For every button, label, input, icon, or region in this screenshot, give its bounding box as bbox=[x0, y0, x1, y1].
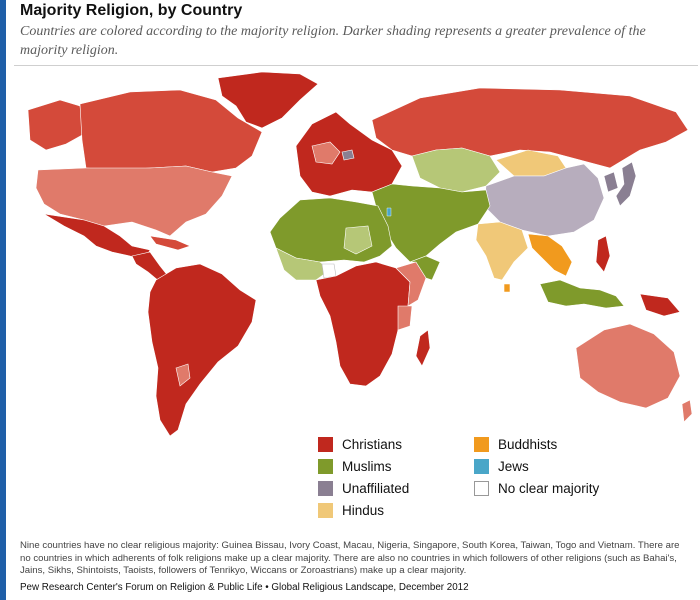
region-tanzania-light bbox=[397, 305, 413, 331]
region-papua bbox=[639, 293, 681, 317]
legend-label-jews: Jews bbox=[498, 458, 529, 474]
region-indonesia bbox=[539, 279, 625, 309]
region-central-asia bbox=[411, 147, 501, 193]
legend-swatch-no-clear-majority bbox=[474, 480, 489, 496]
legend-label-hindus: Hindus bbox=[342, 502, 385, 518]
legend-swatch-muslims bbox=[318, 458, 333, 474]
legend-swatch-jews bbox=[474, 458, 489, 474]
source-line: Pew Research Center's Forum on Religion … bbox=[20, 582, 469, 593]
region-alaska bbox=[27, 99, 85, 151]
map-title: Majority Religion, by Country bbox=[20, 2, 243, 19]
region-caribbean bbox=[149, 235, 191, 251]
map-legend: Christians Muslims Unaffiliated Hindus B… bbox=[318, 436, 648, 536]
region-central-africa bbox=[315, 261, 411, 387]
left-accent-bar bbox=[0, 0, 6, 600]
region-europe-light bbox=[311, 141, 341, 165]
legend-swatch-christians bbox=[318, 436, 333, 452]
region-new-zealand bbox=[681, 399, 693, 423]
region-japan bbox=[615, 161, 637, 207]
region-india bbox=[475, 221, 529, 281]
legend-label-muslims: Muslims bbox=[342, 458, 392, 474]
legend-item-muslims: Muslims bbox=[318, 458, 392, 474]
region-south-america-light bbox=[175, 363, 191, 387]
legend-label-unaffiliated: Unaffiliated bbox=[342, 480, 410, 496]
region-greenland bbox=[217, 71, 319, 129]
world-map bbox=[27, 71, 693, 437]
region-horn-africa bbox=[409, 255, 441, 281]
region-australia bbox=[575, 323, 681, 409]
region-madagascar bbox=[415, 329, 431, 367]
map-subtitle: Countries are colored according to the m… bbox=[20, 24, 646, 58]
region-southeast-asia bbox=[527, 233, 573, 277]
legend-item-hindus: Hindus bbox=[318, 502, 384, 518]
legend-label-buddhists: Buddhists bbox=[498, 436, 558, 452]
legend-swatch-unaffiliated bbox=[318, 480, 333, 496]
legend-item-buddhists: Buddhists bbox=[474, 436, 557, 452]
region-sudan-light bbox=[343, 225, 373, 255]
region-korea bbox=[603, 171, 619, 193]
legend-swatch-buddhists bbox=[474, 436, 489, 452]
legend-item-jews: Jews bbox=[474, 458, 529, 474]
region-west-africa bbox=[275, 247, 331, 281]
region-usa bbox=[35, 165, 233, 237]
legend-label-christians: Christians bbox=[342, 436, 403, 452]
map-frame bbox=[14, 65, 698, 536]
legend-swatch-hindus bbox=[318, 502, 333, 518]
footnote: Nine countries have no clear religious m… bbox=[20, 540, 680, 576]
region-nigeria bbox=[321, 263, 337, 279]
legend-item-unaffiliated: Unaffiliated bbox=[318, 480, 409, 496]
region-czech-unaffiliated bbox=[341, 149, 355, 161]
region-middle-east bbox=[371, 183, 491, 263]
region-north-africa bbox=[269, 197, 393, 263]
legend-item-christians: Christians bbox=[318, 436, 402, 452]
region-sri-lanka bbox=[503, 283, 511, 293]
legend-item-no-clear-majority: No clear majority bbox=[474, 480, 599, 496]
region-philippines bbox=[595, 235, 611, 273]
region-south-america bbox=[147, 263, 257, 437]
legend-label-no-clear-majority: No clear majority bbox=[498, 480, 600, 496]
region-israel bbox=[386, 207, 392, 217]
